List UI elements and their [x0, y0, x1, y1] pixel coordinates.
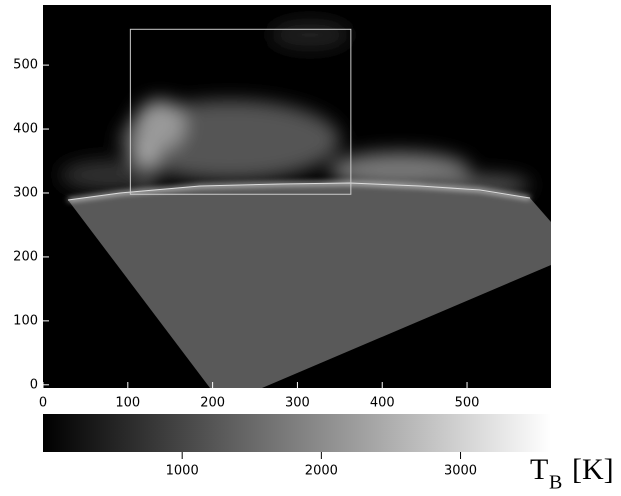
region-box — [129, 28, 352, 195]
x-tick-label: 500 — [455, 396, 480, 411]
disk — [68, 183, 551, 388]
x-tick-label: 0 — [39, 396, 47, 411]
image — [43, 5, 551, 388]
x-tick-label: 300 — [285, 396, 310, 411]
emission — [60, 21, 530, 195]
x-tick-label: 400 — [370, 396, 395, 411]
colorbar-tick-label: 2000 — [305, 464, 338, 479]
x-tick-label: 100 — [115, 396, 140, 411]
colorbar-unit: [K] — [572, 453, 614, 486]
x-tick-label: 200 — [200, 396, 225, 411]
y-tick-label: 200 — [13, 249, 38, 264]
y-tick-label: 300 — [13, 185, 38, 200]
y-tick-label: 400 — [13, 122, 38, 137]
y-tick-label: 500 — [13, 58, 38, 73]
y-tick-label: 0 — [30, 377, 38, 392]
colorbar-tick-label: 3000 — [444, 464, 477, 479]
y-tick-label: 100 — [13, 313, 38, 328]
colorbar — [43, 414, 551, 452]
limb-edge — [67, 182, 531, 201]
colorbar-symbol: T — [530, 453, 548, 486]
colorbar-subscript: B — [549, 472, 562, 494]
colorbar-tick-label: 1000 — [166, 464, 199, 479]
